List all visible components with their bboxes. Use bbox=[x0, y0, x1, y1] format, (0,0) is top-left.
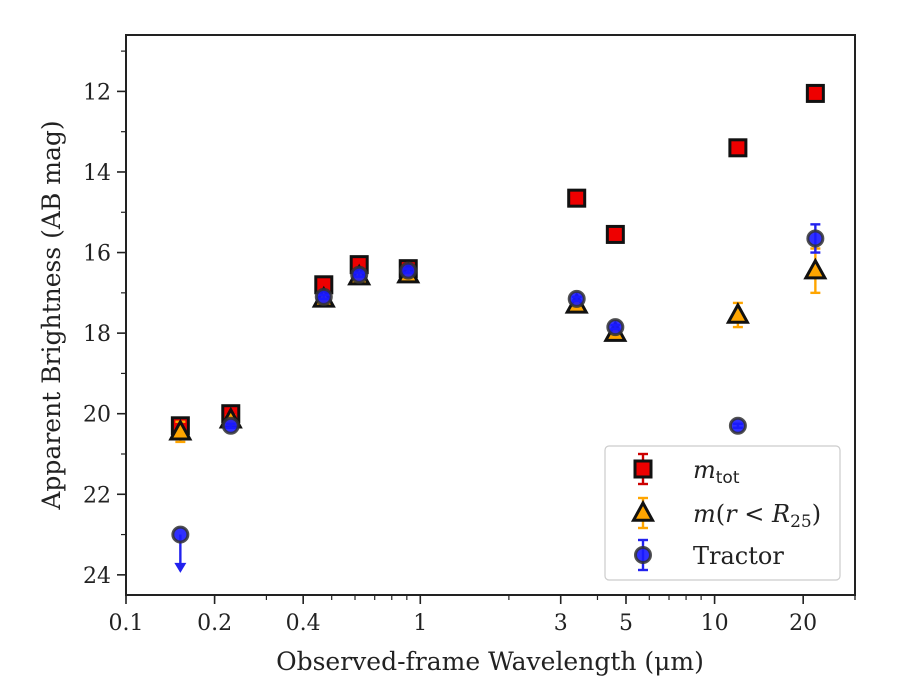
x-axis-label: Observed-frame Wavelength (μm) bbox=[276, 647, 704, 676]
mtot-point bbox=[567, 188, 587, 208]
mr25-point bbox=[803, 257, 828, 280]
chart-marks bbox=[168, 83, 828, 573]
upper-limit-arrowhead bbox=[174, 562, 187, 573]
x-tick-label: 0.4 bbox=[286, 611, 321, 636]
x-tick-label: 10 bbox=[701, 611, 729, 636]
y-tick-label: 20 bbox=[83, 403, 111, 428]
tractor-point bbox=[171, 525, 190, 544]
legend-marker-tractor bbox=[634, 546, 652, 564]
mtot-point bbox=[805, 83, 825, 103]
tractor-point bbox=[606, 318, 625, 337]
legend-label-mtot: mtot bbox=[693, 456, 740, 488]
y-axis-label: Apparent Brightness (AB mag) bbox=[37, 120, 66, 510]
y-tick-label: 12 bbox=[83, 80, 111, 105]
legend-entry-mtot: mtot bbox=[633, 452, 740, 488]
x-tick-label: 1 bbox=[413, 611, 427, 636]
legend-label-tractor: Tractor bbox=[693, 542, 784, 570]
legend-box bbox=[604, 445, 841, 581]
tractor-point bbox=[806, 229, 825, 248]
tractor-point bbox=[314, 287, 333, 306]
mtot-point bbox=[605, 224, 625, 244]
tractor-point bbox=[728, 416, 747, 435]
tractor-point bbox=[221, 416, 240, 435]
tractor-point bbox=[399, 261, 418, 280]
tractor-point bbox=[350, 265, 369, 284]
x-axis-ticks: 0.1 0.2 0.4 1 3 5 10 20 bbox=[109, 595, 856, 636]
mr25-point bbox=[725, 301, 750, 324]
legend-label-mr25: m(r < R25) bbox=[693, 500, 821, 532]
x-tick-label: 20 bbox=[789, 611, 817, 636]
y-tick-label: 24 bbox=[83, 564, 111, 589]
series-tractor bbox=[171, 223, 825, 573]
legend-entry-mr25: m(r < R25) bbox=[630, 496, 821, 532]
x-tick-label: 0.2 bbox=[197, 611, 232, 636]
mtot-point bbox=[728, 138, 748, 158]
y-axis-ticks: 12 14 16 18 20 22 24 bbox=[83, 50, 126, 589]
y-tick-label: 16 bbox=[83, 242, 111, 267]
x-tick-label: 0.1 bbox=[109, 611, 144, 636]
tractor-point bbox=[567, 289, 586, 308]
y-tick-label: 18 bbox=[83, 322, 111, 347]
mr25-point bbox=[168, 418, 193, 441]
legend-marker-mr25 bbox=[630, 499, 656, 522]
y-tick-label: 14 bbox=[83, 161, 111, 186]
legend-entry-tractor: Tractor bbox=[634, 538, 784, 572]
x-tick-label: 5 bbox=[619, 611, 633, 636]
plot-area bbox=[125, 34, 856, 596]
series-mr25 bbox=[168, 247, 828, 444]
legend: mtot m(r < R25) Tractor bbox=[604, 445, 841, 581]
y-tick-label: 22 bbox=[83, 483, 111, 508]
x-tick-label: 3 bbox=[554, 611, 568, 636]
legend-marker-mtot bbox=[633, 459, 653, 479]
plot-frame bbox=[125, 34, 856, 596]
series-mtot bbox=[170, 83, 825, 436]
